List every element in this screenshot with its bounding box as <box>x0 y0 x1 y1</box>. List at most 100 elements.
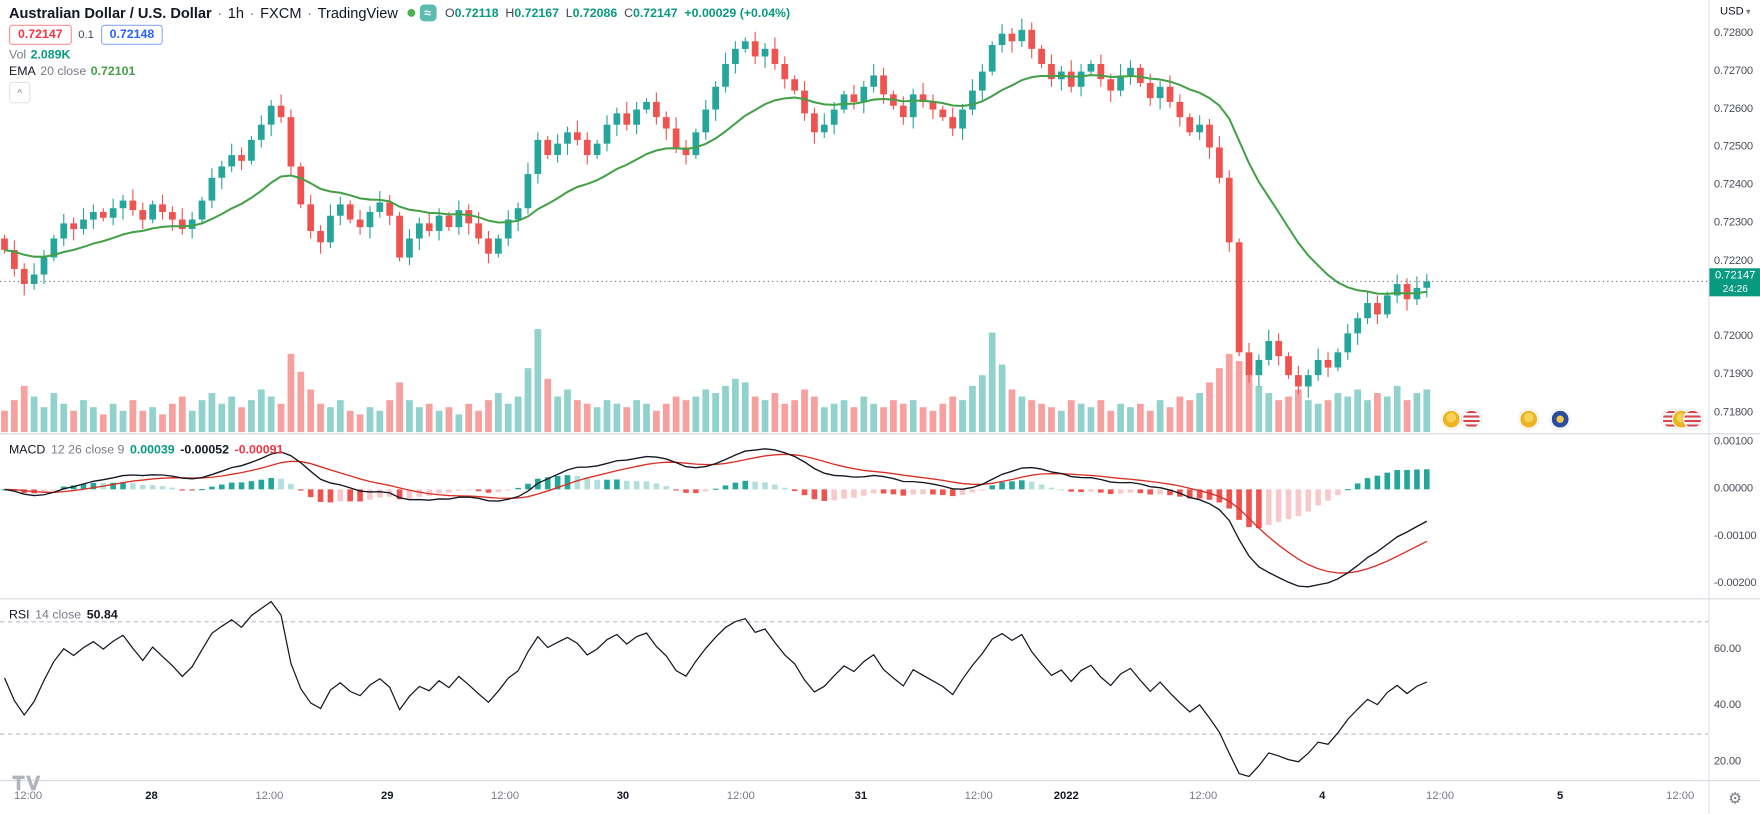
macd-histogram-bar <box>80 484 87 490</box>
candle <box>307 194 315 239</box>
macd-histogram-bar <box>1107 489 1114 495</box>
candle <box>1235 238 1243 357</box>
ohlc-values: O0.72118 H0.72167 L0.72086 C0.72147 +0.0… <box>445 6 790 19</box>
volume-bar <box>425 403 433 433</box>
rsi-chart-canvas[interactable] <box>0 599 1709 780</box>
volume-bar <box>850 407 858 433</box>
volume-bar <box>20 385 28 433</box>
volume-bar <box>1403 400 1411 433</box>
macd-histogram-bar <box>762 482 768 490</box>
candle <box>70 217 77 241</box>
volume-bar <box>1176 396 1184 433</box>
volume-bar <box>583 403 591 433</box>
candles <box>1 18 1431 398</box>
pane-separator[interactable] <box>0 433 1760 435</box>
axis-price-label: 0.72600 <box>1713 102 1753 116</box>
economic-event-flag-icon[interactable] <box>1461 409 1482 429</box>
candle <box>1216 136 1223 184</box>
collapse-legend-button[interactable]: ^ <box>8 81 31 104</box>
macd-histogram-bar <box>772 484 778 490</box>
time-axis[interactable]: 12:00 28 12:00 29 12:00 30 12:00 31 12:00 2022 12:… <box>0 781 1709 814</box>
volume-bar <box>909 400 917 433</box>
volume-bar <box>80 400 87 433</box>
volume-bar <box>336 400 344 433</box>
high-value: 0.72167 <box>514 6 559 20</box>
interval-label[interactable]: 1h <box>227 4 245 22</box>
volume-row: Vol 2.089K <box>9 48 790 61</box>
price-pane[interactable]: Australian Dollar / U.S. Dollar · 1h · F… <box>0 0 1709 433</box>
macd-histogram-bar <box>1354 483 1361 490</box>
candle <box>159 194 166 220</box>
macd-histogram-bar <box>841 489 847 499</box>
macd-histogram-bar <box>209 486 215 490</box>
macd-name[interactable]: MACD <box>8 443 46 457</box>
sell-button[interactable]: 0.72147 <box>8 24 72 45</box>
macd-histogram-bar <box>307 489 314 498</box>
macd-histogram-bar <box>1078 489 1084 493</box>
gear-icon[interactable]: ⚙ <box>1728 789 1743 808</box>
economic-event-flag-icon[interactable] <box>1519 409 1539 429</box>
time-axis-label: 12:00 <box>726 790 755 803</box>
macd-histogram-bar <box>1206 489 1213 500</box>
macd-chart-canvas[interactable] <box>0 434 1708 598</box>
macd-pane[interactable]: MACD 12 26 close 9 0.00039 -0.00052 -0.0… <box>0 434 1708 598</box>
volume-bar <box>1206 382 1213 433</box>
candle <box>10 240 18 277</box>
economic-event-flag-icon[interactable] <box>1441 409 1461 429</box>
volume-bar <box>1048 407 1055 433</box>
currency-selector[interactable]: USD ▾ <box>1709 2 1760 20</box>
economic-event-flag-icon[interactable] <box>1683 409 1703 429</box>
macd-histogram-bar <box>1246 489 1252 528</box>
macd-histogram-bar <box>248 481 255 490</box>
buy-button[interactable]: 0.72148 <box>100 24 164 45</box>
candle <box>880 67 887 104</box>
time-axis-label: 12:00 <box>1425 790 1455 803</box>
pane-separator[interactable] <box>0 598 1760 600</box>
macd-histogram-bar <box>396 489 403 500</box>
volume-bar <box>485 400 492 433</box>
axis-price-label: 0.72700 <box>1713 64 1753 78</box>
tradingview-logo-icon[interactable] <box>11 774 41 792</box>
macd-histogram-bar <box>614 479 620 490</box>
macd-histogram-bar <box>1147 489 1154 495</box>
volume-bar <box>959 400 966 433</box>
volume-label[interactable]: Vol <box>8 48 27 62</box>
price-chart-canvas[interactable] <box>0 0 1709 433</box>
candle <box>1077 63 1085 97</box>
price-axis[interactable]: USD ▾ 0.72800 0.72700 0.72600 0.72500 0.7240… <box>1708 0 1760 814</box>
volume-bar <box>1216 368 1223 433</box>
candle <box>208 168 216 209</box>
macd-histogram-bar <box>564 475 571 490</box>
volume-bar <box>1354 389 1362 433</box>
volume-bar <box>1146 410 1154 433</box>
macd-histogram-bar <box>297 489 304 491</box>
ema-name[interactable]: EMA <box>8 65 36 79</box>
candle <box>1334 348 1342 372</box>
macd-histogram-bar <box>623 480 630 490</box>
volume-bar <box>564 389 571 433</box>
macd-histogram-bar <box>51 489 57 491</box>
macd-histogram-bar <box>1344 489 1351 491</box>
macd-histogram-bar <box>228 482 235 490</box>
candle <box>692 128 700 159</box>
rsi-pane[interactable]: RSI 14 close 50.84 <box>0 599 1709 780</box>
candle <box>1383 291 1391 319</box>
symbol-title[interactable]: Australian Dollar / U.S. Dollar <box>8 4 212 22</box>
volume-bar <box>1196 393 1203 433</box>
candle <box>781 56 789 89</box>
volume-bar <box>1275 400 1283 433</box>
candle <box>544 136 552 159</box>
candle <box>465 204 473 235</box>
low-value: 0.72086 <box>572 6 618 20</box>
candle <box>1344 323 1352 360</box>
macd-params: 12 26 close 9 <box>50 443 125 457</box>
candle <box>40 249 48 285</box>
rsi-name[interactable]: RSI <box>8 608 30 622</box>
macd-histogram-bar <box>1226 489 1233 509</box>
candle <box>653 92 660 125</box>
volume-bar <box>1008 389 1016 433</box>
economic-event-flag-icon[interactable] <box>1550 409 1570 429</box>
volume-bar <box>544 378 552 433</box>
volume-bar <box>722 385 729 433</box>
data-window-icon[interactable]: ≈ <box>419 4 437 22</box>
